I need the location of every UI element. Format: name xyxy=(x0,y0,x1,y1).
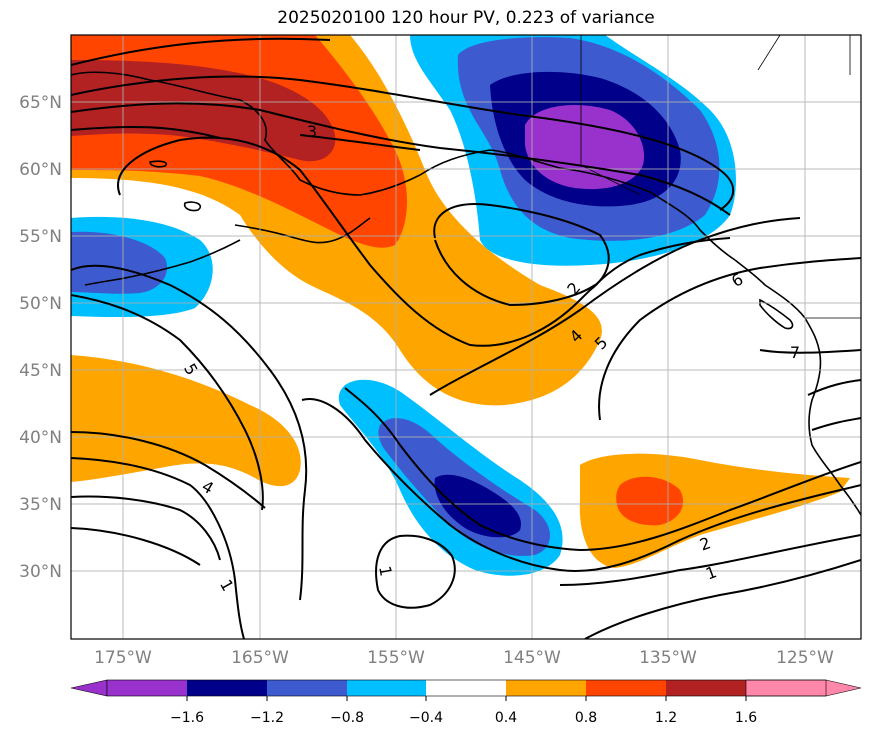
aleutian-islands xyxy=(84,239,241,286)
contour-line xyxy=(375,534,456,609)
colorbar-segment xyxy=(347,680,426,696)
lat-label: 40°N xyxy=(19,428,62,448)
lat-label: 35°N xyxy=(19,495,62,515)
colorbar-segment xyxy=(586,680,666,696)
lon-label: 165°W xyxy=(231,648,289,668)
contour-line xyxy=(71,431,266,509)
lat-label: 65°N xyxy=(19,93,62,113)
contour-line xyxy=(117,136,731,347)
negative-anomaly-1.2-central xyxy=(434,474,521,538)
contour-line xyxy=(71,294,264,511)
positive-anomaly-0.4-west xyxy=(71,355,301,487)
colorbar-label: 0.4 xyxy=(495,710,517,726)
nunivak-island xyxy=(183,201,202,212)
contour-line xyxy=(433,203,610,291)
contour-label: 7 xyxy=(790,343,800,362)
vancouver-island xyxy=(759,298,794,330)
map-frame xyxy=(70,34,862,640)
contour-line xyxy=(71,264,308,601)
contour-label: 2 xyxy=(697,533,713,554)
negative-anomaly-0.8-west xyxy=(71,231,168,294)
colorbar-segment xyxy=(187,680,267,696)
positive-anomaly-0.8-se xyxy=(616,476,684,526)
contour-line xyxy=(71,37,331,66)
contour-label: 5 xyxy=(180,360,202,378)
colorbar-extend-low xyxy=(70,679,108,697)
contour-label: 1 xyxy=(375,564,395,577)
contour-line xyxy=(759,349,861,354)
contour-line xyxy=(434,239,596,307)
contour-line xyxy=(584,559,861,639)
contour-line xyxy=(71,495,221,561)
colorbar-label: 1.6 xyxy=(735,710,757,726)
contour-label: 6 xyxy=(728,269,746,291)
contour-line xyxy=(71,75,735,211)
longitude-labels: 175°W 165°W 155°W 145°W 135°W 125°W xyxy=(94,648,834,668)
lat-label: 45°N xyxy=(19,361,62,381)
contour-line xyxy=(807,379,861,396)
gridlines xyxy=(71,35,861,639)
colorbar-segment xyxy=(506,680,586,696)
colorbar-segment xyxy=(666,680,746,696)
colorbar-extend-high xyxy=(745,679,862,697)
lat-label: 55°N xyxy=(19,227,62,247)
negative-anomaly-1.6-ne xyxy=(525,105,645,190)
contour-line xyxy=(429,217,801,396)
colorbar-label: 1.2 xyxy=(655,710,677,726)
lon-label: 125°W xyxy=(776,648,834,668)
colorbar-label: −0.4 xyxy=(409,710,443,726)
positive-anomaly-1.2-nw xyxy=(71,60,336,162)
lat-label: 60°N xyxy=(19,160,62,180)
contour-label: 1 xyxy=(216,576,238,594)
bc-coastline xyxy=(734,259,821,356)
alaska-peninsula xyxy=(234,217,371,244)
contour-line xyxy=(71,527,201,566)
contour-line xyxy=(598,257,861,421)
province-border-1 xyxy=(757,35,781,71)
contour-line xyxy=(71,457,245,639)
colorbar-frame xyxy=(106,679,827,697)
coastlines xyxy=(71,71,861,516)
lon-label: 175°W xyxy=(94,648,152,668)
colorbar-label: −0.8 xyxy=(330,710,364,726)
colorbar-segment xyxy=(107,680,187,696)
lon-label: 135°W xyxy=(639,648,697,668)
contour-label: 2 xyxy=(563,278,584,298)
contour-line xyxy=(299,134,421,151)
contour-line xyxy=(71,125,221,139)
map-title: 2025020100 120 hour PV, 0.223 of varianc… xyxy=(277,8,655,28)
contour-label: 1 xyxy=(703,562,719,583)
pv-contours xyxy=(71,37,861,639)
contour-line xyxy=(71,102,731,216)
colorbar-label: 0.8 xyxy=(575,710,597,726)
latitude-labels: 65°N 60°N 55°N 50°N 45°N 40°N 35°N 30°N xyxy=(19,93,62,582)
colorbar: −1.6 −1.2 −0.8 −0.4 0.4 0.8 1.2 1.6 xyxy=(70,679,862,726)
lon-label: 155°W xyxy=(367,648,425,668)
colorbar-segment xyxy=(267,680,347,696)
contour-label: 3 xyxy=(307,122,317,141)
contour-line xyxy=(811,417,861,431)
st-lawrence-island xyxy=(149,160,168,168)
pv-anomaly-fills xyxy=(71,35,850,576)
contour-line xyxy=(344,387,861,552)
alaska-coastline xyxy=(71,71,736,261)
contour-line xyxy=(559,534,861,586)
lat-label: 30°N xyxy=(19,562,62,582)
colorbar-label: −1.6 xyxy=(170,710,204,726)
colorbar-segment xyxy=(426,680,506,696)
contour-line xyxy=(301,398,861,572)
lat-label: 50°N xyxy=(19,294,62,314)
lon-label: 145°W xyxy=(503,648,561,668)
us-west-coastline xyxy=(808,354,861,516)
colorbar-label: −1.2 xyxy=(250,710,284,726)
